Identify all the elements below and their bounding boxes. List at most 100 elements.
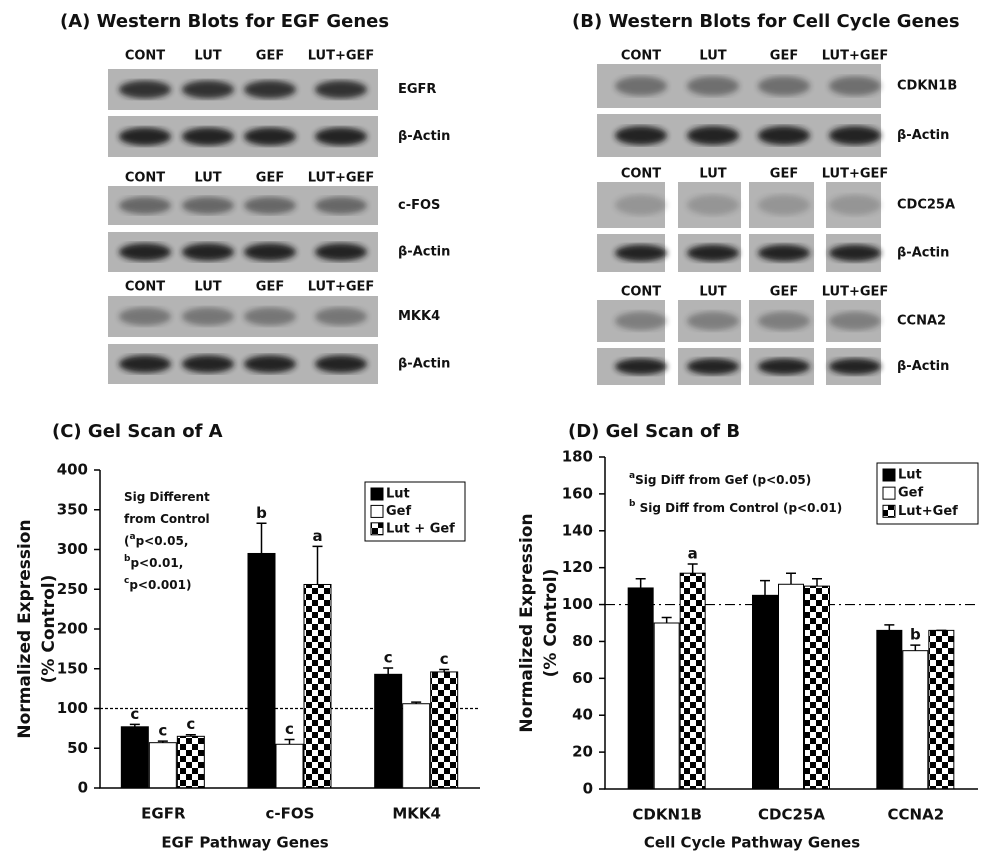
blot-title: (B) Western Blots for Cell Cycle Genes	[572, 11, 960, 32]
annotation: (ap<0.05,	[124, 532, 188, 548]
lane-label: LUT	[194, 171, 221, 186]
x-axis-label: EGF Pathway Genes	[161, 834, 328, 852]
row-label: β-Actin	[398, 129, 450, 144]
error-bar	[812, 579, 822, 586]
blot-band	[758, 358, 810, 374]
blot-band	[315, 127, 367, 145]
blot-band	[829, 245, 881, 262]
x-tick-label: MKK4	[392, 805, 441, 823]
x-tick-label: EGFR	[141, 805, 186, 823]
lane-label: LUT+GEF	[822, 49, 889, 64]
y-tick-label: 300	[57, 540, 88, 558]
row-label: β-Actin	[897, 246, 949, 261]
y-tick-label: 0	[583, 780, 593, 798]
chart-title: (C) Gel Scan of A	[52, 421, 223, 442]
bar	[680, 573, 705, 789]
legend-swatch	[883, 469, 895, 481]
y-tick-label: 200	[57, 620, 88, 638]
error-bar	[313, 546, 323, 584]
blot-band	[315, 80, 367, 98]
lane-label: CONT	[621, 285, 661, 300]
row-label: c-FOS	[398, 198, 440, 213]
bar	[403, 704, 430, 788]
blot-band	[758, 76, 810, 95]
annotation: Sig Different	[124, 490, 210, 504]
bar	[375, 674, 402, 788]
row-label: β-Actin	[398, 245, 450, 260]
lane-label: CONT	[125, 280, 165, 295]
legend-label: Gef	[386, 504, 411, 519]
significance-letter: a	[312, 527, 322, 545]
lane-label: LUT+GEF	[308, 280, 375, 295]
blot-band	[182, 197, 234, 214]
lane-label: GEF	[770, 167, 798, 182]
lane-label: GEF	[256, 49, 284, 64]
lane-label: LUT	[194, 280, 221, 295]
significance-letter: c	[186, 715, 195, 733]
bar	[929, 630, 954, 789]
figure: (A) Western Blots for EGF Genes CONT LUT GE…	[0, 0, 983, 853]
error-bar	[884, 625, 894, 631]
y-tick-label: 20	[572, 743, 593, 761]
annotation: b Sig Diff from Control (p<0.01)	[629, 499, 842, 515]
annotation-text: Sig Different	[124, 490, 210, 504]
x-tick-label: CDC25A	[758, 806, 825, 824]
blot-band	[687, 245, 739, 262]
y-tick-label: 400	[57, 461, 88, 479]
legend-label: Lut	[898, 468, 922, 483]
legend-swatch	[371, 505, 383, 517]
bar	[177, 736, 204, 788]
annotation: cp<0.001)	[124, 576, 191, 592]
significance-letter: b	[910, 626, 921, 644]
row-label: CDC25A	[897, 198, 955, 213]
blot-band	[244, 80, 296, 98]
significance-letter: c	[130, 705, 139, 723]
bar	[779, 584, 804, 789]
blot-band	[615, 195, 667, 215]
blot-band	[615, 358, 667, 374]
blot-band	[119, 243, 171, 261]
y-tick-label: 100	[562, 595, 593, 613]
lane-label: CONT	[621, 167, 661, 182]
y-tick-label: 0	[78, 779, 88, 797]
error-bar	[383, 668, 393, 674]
x-tick-label: c-FOS	[266, 805, 315, 823]
blot-band	[829, 312, 881, 330]
blot-band	[758, 245, 810, 262]
annotation: bp<0.01,	[124, 554, 183, 570]
lane-label: CONT	[621, 49, 661, 64]
blot-band	[315, 243, 367, 261]
row-label: β-Actin	[897, 128, 949, 143]
y-axis-label-line: (% Control)	[541, 569, 561, 678]
blot-band	[315, 307, 367, 325]
y-axis-label-line: Normalized Expression	[517, 513, 537, 732]
blot-band	[119, 307, 171, 325]
significance-letter: b	[256, 504, 267, 522]
y-tick-label: 120	[562, 558, 593, 576]
blot-band	[615, 245, 667, 262]
annotation: from Control	[124, 512, 210, 526]
x-axis-label: Cell Cycle Pathway Genes	[644, 834, 860, 852]
bar	[628, 588, 653, 789]
lane-label: LUT	[699, 167, 726, 182]
y-tick-label: 140	[562, 521, 593, 539]
bar	[654, 623, 679, 789]
significance-letter: a	[688, 544, 698, 562]
legend-swatch	[883, 505, 895, 517]
y-tick-label: 50	[67, 739, 88, 757]
lane-label: LUT	[194, 49, 221, 64]
blot-band	[119, 80, 171, 98]
y-axis-label: Normalized Expression(% Control)	[517, 513, 561, 732]
lane-label: LUT+GEF	[822, 285, 889, 300]
blot-band	[758, 195, 810, 215]
error-bar	[636, 579, 646, 588]
blot-band	[687, 195, 739, 215]
blot-title: (A) Western Blots for EGF Genes	[60, 11, 389, 32]
legend-label: Lut + Gef	[386, 521, 455, 536]
blot-band	[829, 76, 881, 95]
lane-label: CONT	[125, 171, 165, 186]
annotation-text: p<0.01,	[130, 556, 183, 570]
row-label: CCNA2	[897, 314, 946, 329]
lane-label: LUT+GEF	[308, 49, 375, 64]
row-label: MKK4	[398, 309, 440, 324]
